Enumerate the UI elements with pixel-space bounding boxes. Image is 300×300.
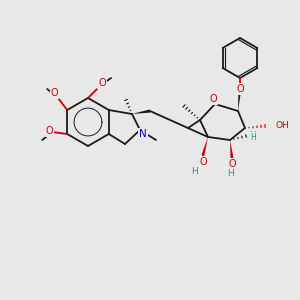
Text: OH: OH xyxy=(275,122,289,130)
Text: H: H xyxy=(192,167,198,176)
Polygon shape xyxy=(202,137,208,155)
Text: H: H xyxy=(249,131,255,140)
Text: H: H xyxy=(250,133,256,142)
Text: H: H xyxy=(228,169,234,178)
Text: O: O xyxy=(98,78,106,88)
Text: O: O xyxy=(50,88,58,98)
Text: N: N xyxy=(139,129,147,139)
Text: O: O xyxy=(228,159,236,169)
Polygon shape xyxy=(132,110,150,114)
Text: O: O xyxy=(45,126,53,136)
Text: O: O xyxy=(209,94,217,104)
Text: O: O xyxy=(236,84,244,94)
Polygon shape xyxy=(230,140,233,158)
Text: O: O xyxy=(199,157,207,167)
Polygon shape xyxy=(238,88,242,111)
